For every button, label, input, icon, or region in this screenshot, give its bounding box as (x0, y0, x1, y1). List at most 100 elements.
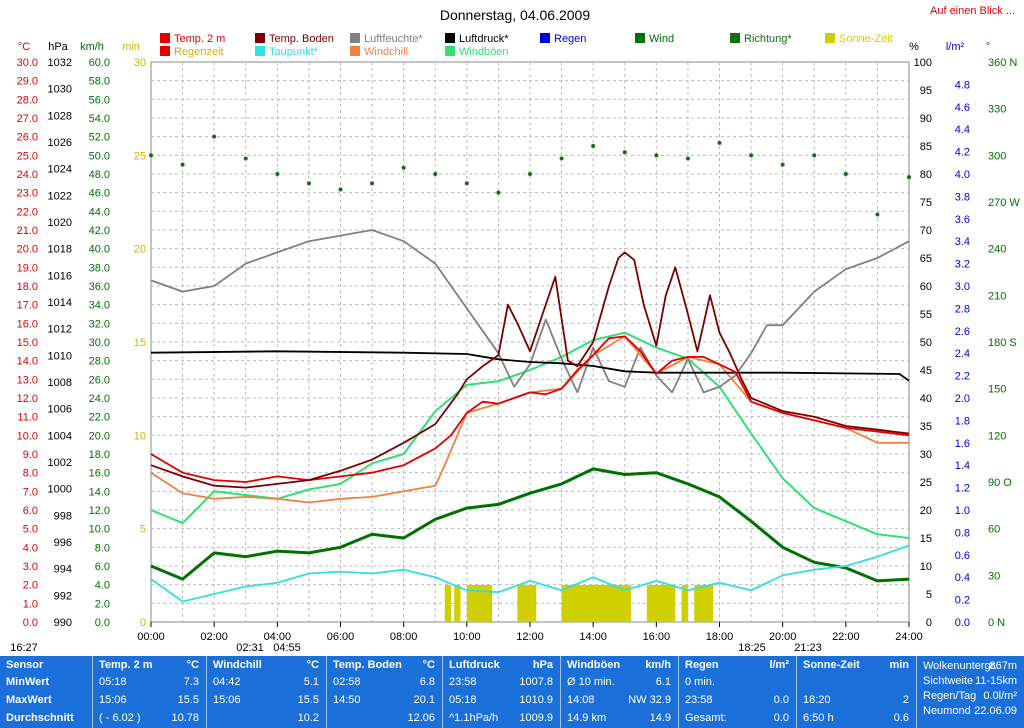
tick-label: 0.0 (95, 617, 110, 629)
tick-label: 30.0 (17, 57, 38, 69)
tick-label: 25.0 (17, 150, 38, 162)
tick-label: 12.0 (89, 505, 110, 517)
footer-cell: 15:06 (99, 694, 127, 706)
legend-swatch (350, 33, 360, 43)
direction-point (496, 190, 501, 195)
footer-header: Sonne-Zeit (803, 659, 860, 671)
tick-label: 18.0 (17, 281, 38, 293)
footer-header: Temp. Boden (333, 659, 402, 671)
footer-value: 1009.9 (519, 712, 553, 724)
legend-label: Sonne-Zeit (839, 33, 893, 45)
statistics-footer: Sensor MinWert MaxWert Durchschnitt Temp. 2 … (0, 656, 1024, 728)
footer-header: Windböen (567, 659, 621, 671)
axis-ticks: 30.0 29.0 28.0 27.0 26.0 25.0 24.0 23.0 22.0 21.0… (17, 57, 1021, 629)
sun-marker-time: 21:23 (794, 642, 822, 654)
footer-cell: 14:50 (333, 694, 361, 706)
tick-label: 10.0 (17, 430, 38, 442)
axis-unit: % (909, 41, 919, 53)
legend-label: Temp. 2 m (174, 33, 225, 45)
tick-label: 11.0 (17, 412, 38, 424)
tick-label: 360 N (988, 57, 1017, 69)
x-tick-label: 24:00 (895, 631, 923, 643)
tick-label: 992 (54, 590, 72, 602)
weather-chart: Donnerstag, 04.06.2009 Auf einen Blick .… (10, 5, 1021, 654)
footer-cell: Neumond (923, 705, 971, 717)
tick-label: 1.0 (955, 505, 970, 517)
tick-label: 1.0 (23, 598, 38, 610)
direction-point (717, 140, 722, 145)
footer-value: 14.9 (649, 712, 671, 724)
x-tick-label: 20:00 (769, 631, 797, 643)
footer-cell: MaxWert (6, 694, 52, 706)
footer-value: 11-15km (975, 675, 1017, 687)
tick-label: 17.0 (17, 300, 38, 312)
footer-cell: Regen/Tag (923, 690, 977, 702)
legend-label: Temp. Boden (269, 33, 334, 45)
series-line (150, 229, 910, 394)
footer-header: Luftdruck (449, 659, 500, 671)
tick-label: 2.4 (955, 348, 970, 360)
legend-label: Windchill (364, 46, 408, 58)
direction-point (528, 172, 532, 176)
direction-point (812, 153, 817, 158)
axis-unit: km/h (80, 41, 104, 53)
legend-label: Windböen (459, 46, 509, 58)
legend-swatch (730, 33, 740, 43)
footer-unit: km/h (645, 659, 671, 671)
footer-value: 5.1 (303, 676, 319, 688)
tick-label: 5 (140, 524, 146, 536)
footer-cell: 14:08 (567, 694, 595, 706)
direction-point (464, 181, 469, 186)
x-tick-label: 14:00 (579, 631, 607, 643)
tick-label: 15 (920, 533, 932, 545)
tick-label: 0.0 (23, 617, 38, 629)
footer-cell: 04:42 (213, 676, 241, 688)
x-axis-ticks: 00:00 02:00 04:00 06:00 08:00 10:00 12:00 14:00… (137, 622, 923, 643)
tick-label: 7.0 (23, 486, 38, 498)
tick-label: 28.0 (89, 356, 110, 368)
direction-point (306, 181, 311, 186)
direction-point (685, 156, 690, 161)
tick-label: 8.0 (95, 542, 110, 554)
direction-point (843, 172, 848, 176)
tick-label: 3.8 (955, 191, 970, 203)
tick-label: 150 (988, 384, 1006, 396)
tick-label: 14.0 (17, 356, 38, 368)
sunshine-bar (681, 585, 688, 622)
direction-point (780, 162, 785, 167)
footer-unit: °C (422, 659, 435, 671)
legend-swatch (160, 46, 170, 56)
tick-label: 25 (920, 477, 932, 489)
tick-label: 3.0 (23, 561, 38, 573)
footer-column: Windchill °C 04:42 5.1 15:06 15.5 10.2 (206, 656, 327, 728)
tick-label: 55 (920, 309, 932, 321)
tick-label: 5 (926, 589, 932, 601)
overview-link[interactable]: Auf einen Blick ... (930, 5, 1015, 17)
axis-unit: hPa (48, 41, 68, 53)
footer-column: Temp. 2 m °C 05:18 7.3 15:06 15.5 ( - 6.02 ) 10… (92, 656, 207, 728)
tick-label: 90 O (988, 477, 1012, 489)
tick-label: 22.0 (89, 412, 110, 424)
legend-label: Luftfeuchte* (364, 33, 423, 45)
sun-marker-time: 04:55 (273, 642, 301, 654)
direction-point (401, 165, 406, 170)
tick-label: 45 (920, 365, 932, 377)
tick-label: 1032 (48, 57, 72, 69)
tick-label: 1000 (48, 484, 72, 496)
footer-cell: 02:58 (333, 676, 361, 688)
x-tick-label: 08:00 (390, 631, 418, 643)
footer-column: Sonne-Zeit min 18:20 2 6:50 h 0.6 (796, 656, 917, 728)
tick-label: 44.0 (89, 206, 110, 218)
tick-label: 27.0 (17, 113, 38, 125)
legend-label: Wind (649, 33, 674, 45)
footer-cell: MinWert (6, 676, 50, 688)
footer-cell: Durchschnitt (6, 712, 74, 724)
tick-label: 18.0 (89, 449, 110, 461)
tick-label: 15 (134, 337, 146, 349)
tick-label: 3.4 (955, 236, 970, 248)
tick-label: 24.0 (17, 169, 38, 181)
tick-label: 25 (134, 150, 146, 162)
legend-label: Richtung* (744, 33, 792, 45)
legend-swatch (635, 33, 645, 43)
